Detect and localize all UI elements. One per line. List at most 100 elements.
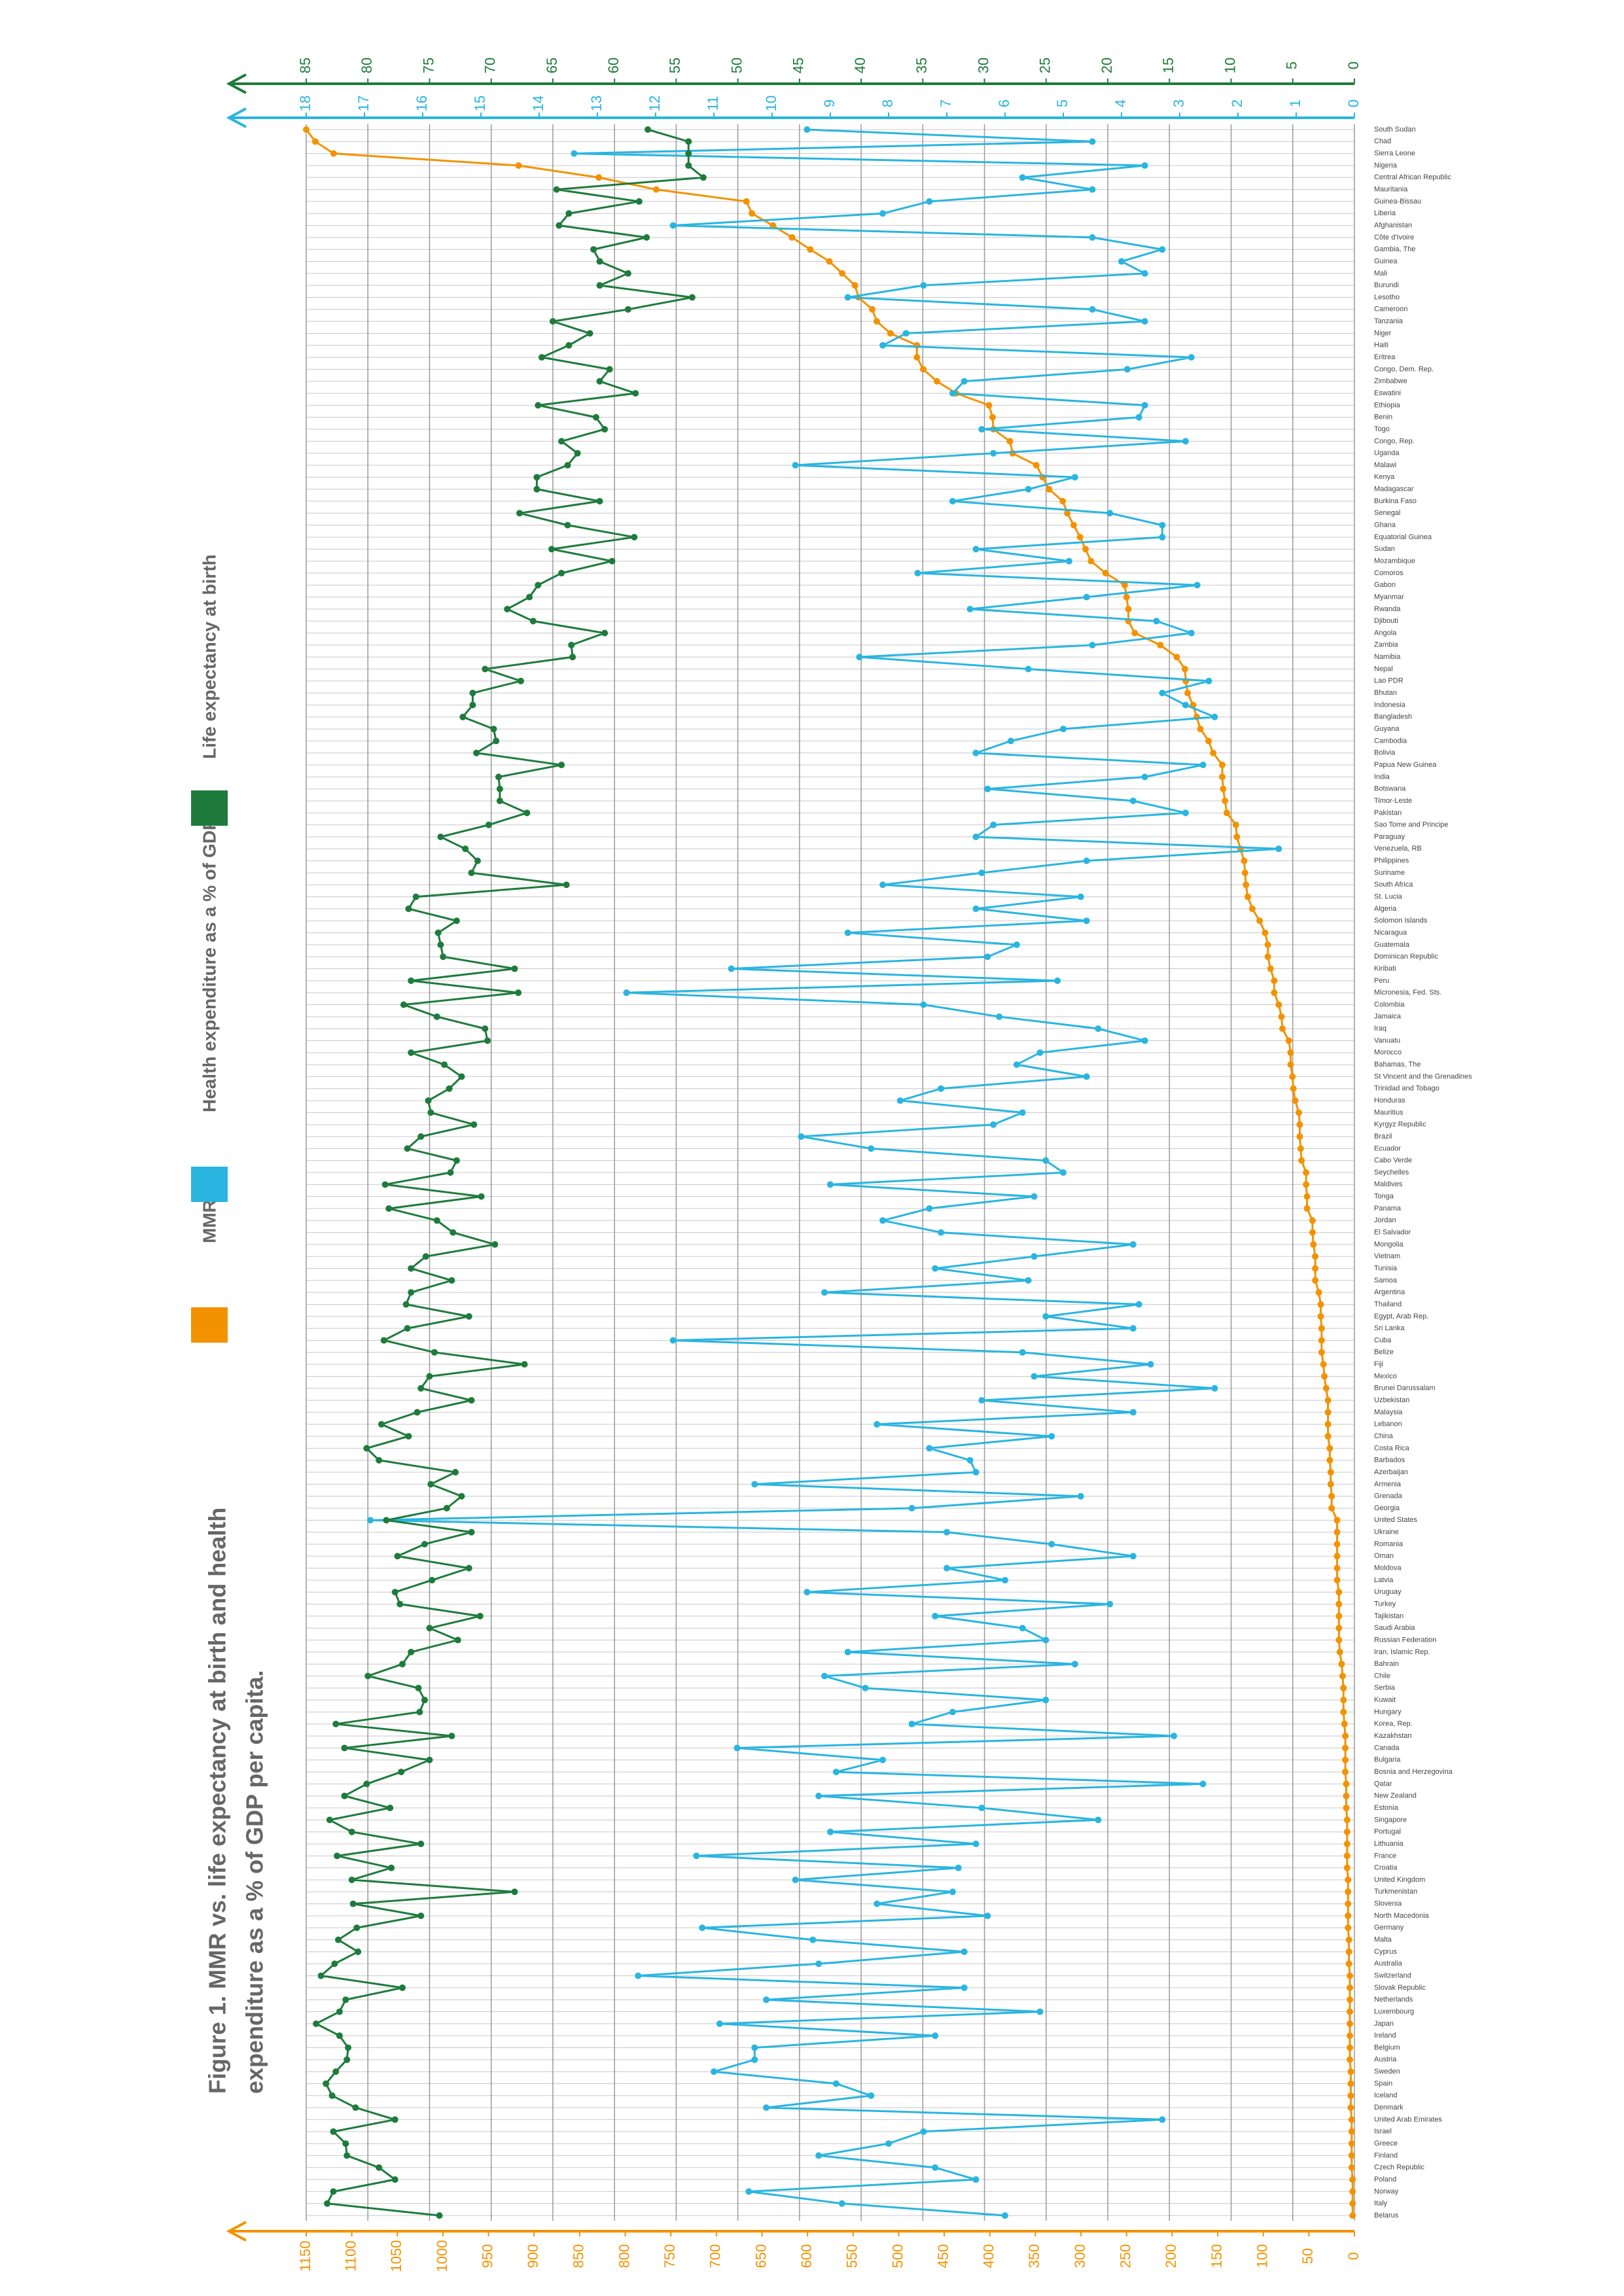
data-point (643, 234, 650, 241)
data-point (380, 1337, 387, 1344)
data-point (330, 2188, 337, 2195)
data-point (1267, 965, 1274, 972)
data-point (349, 1900, 357, 1907)
data-point (1083, 593, 1090, 601)
tick-label: 0 (1345, 62, 1362, 69)
data-point (399, 1661, 406, 1668)
category-label: Egypt, Arab Rep. (1374, 1313, 1428, 1320)
data-point (949, 497, 956, 504)
data-point (1347, 2068, 1354, 2075)
category-label: Australia (1374, 1960, 1403, 1968)
data-point (376, 2164, 383, 2171)
data-point (563, 881, 570, 889)
data-point (984, 785, 991, 792)
data-point (1181, 665, 1188, 673)
data-point (1087, 557, 1095, 565)
data-point (426, 1756, 433, 1763)
category-label: Central African Republic (1374, 173, 1452, 181)
data-point (1159, 533, 1166, 540)
data-point (1244, 893, 1252, 900)
data-point (408, 977, 415, 984)
data-point (1089, 138, 1096, 145)
tick-label: 18 (297, 96, 313, 111)
tick-label: 17 (355, 96, 372, 111)
data-point (826, 258, 833, 265)
data-point (1348, 2116, 1355, 2123)
data-point (1182, 701, 1189, 709)
tick-label: 150 (1209, 2244, 1225, 2269)
data-point (493, 737, 500, 745)
category-label: Kazakhstan (1374, 1732, 1411, 1740)
data-point (596, 282, 603, 289)
data-point (990, 450, 997, 457)
data-point (920, 366, 927, 373)
data-point (596, 378, 603, 385)
data-point (1121, 582, 1128, 589)
data-point (341, 1792, 348, 1799)
data-point (313, 2020, 320, 2027)
data-point (609, 557, 616, 565)
data-point (348, 1876, 355, 1883)
category-label: Burkina Faso (1374, 497, 1417, 505)
tick-label: 1 (1287, 99, 1303, 107)
data-point (693, 1852, 700, 1860)
category-label: Gambia, The (1374, 245, 1415, 253)
category-label: Slovak Republic (1374, 1984, 1426, 1992)
data-point (476, 1612, 484, 1619)
data-point (606, 366, 613, 373)
data-point (433, 1013, 440, 1020)
data-point (926, 1205, 933, 1212)
tick-label: 550 (844, 2244, 860, 2269)
data-point (462, 845, 469, 853)
data-point (1102, 569, 1109, 576)
tick-label: 20 (1099, 58, 1115, 73)
data-point (902, 330, 909, 337)
data-point (624, 306, 631, 313)
data-point (1141, 318, 1148, 325)
category-label: Burundi (1374, 281, 1399, 289)
data-point (879, 1217, 887, 1224)
data-point (548, 546, 556, 553)
data-point (688, 294, 696, 301)
data-point (1046, 486, 1053, 493)
data-point (454, 1636, 461, 1644)
data-point (1129, 798, 1137, 805)
data-point (896, 1097, 904, 1104)
data-point (869, 306, 876, 313)
data-point (1193, 582, 1201, 589)
data-point (1171, 1733, 1178, 1740)
tick-label: 1000 (434, 2240, 450, 2272)
data-point (526, 593, 533, 601)
data-point (491, 1241, 499, 1248)
data-point (1129, 1325, 1137, 1332)
category-label: Sudan (1374, 545, 1395, 553)
data-point (465, 1313, 472, 1320)
data-point (1348, 2164, 1355, 2171)
data-point (398, 1769, 405, 1776)
data-point (711, 2068, 717, 2075)
category-label: Barbados (1374, 1457, 1405, 1464)
category-label: Jamaica (1374, 1013, 1402, 1021)
data-point (383, 1517, 390, 1524)
data-point (1324, 1397, 1332, 1404)
data-point (1141, 1037, 1148, 1044)
data-point (458, 1492, 465, 1500)
data-point (1223, 809, 1230, 817)
data-point (427, 1481, 434, 1488)
data-point (469, 690, 476, 697)
tick-label: 0 (1345, 99, 1362, 107)
tick-label: 900 (525, 2244, 541, 2269)
legend-swatch (191, 1307, 228, 1343)
category-label: Italy (1374, 2200, 1388, 2208)
data-point (743, 198, 750, 205)
data-point (558, 762, 565, 769)
data-point (1147, 1361, 1154, 1368)
data-point (792, 462, 799, 469)
data-point (838, 2200, 845, 2207)
data-point (440, 953, 447, 961)
data-point (1153, 618, 1160, 625)
category-label: Russian Federation (1374, 1636, 1436, 1644)
data-point (1296, 1133, 1303, 1140)
data-point (1347, 1984, 1354, 1991)
data-point (441, 1061, 448, 1069)
